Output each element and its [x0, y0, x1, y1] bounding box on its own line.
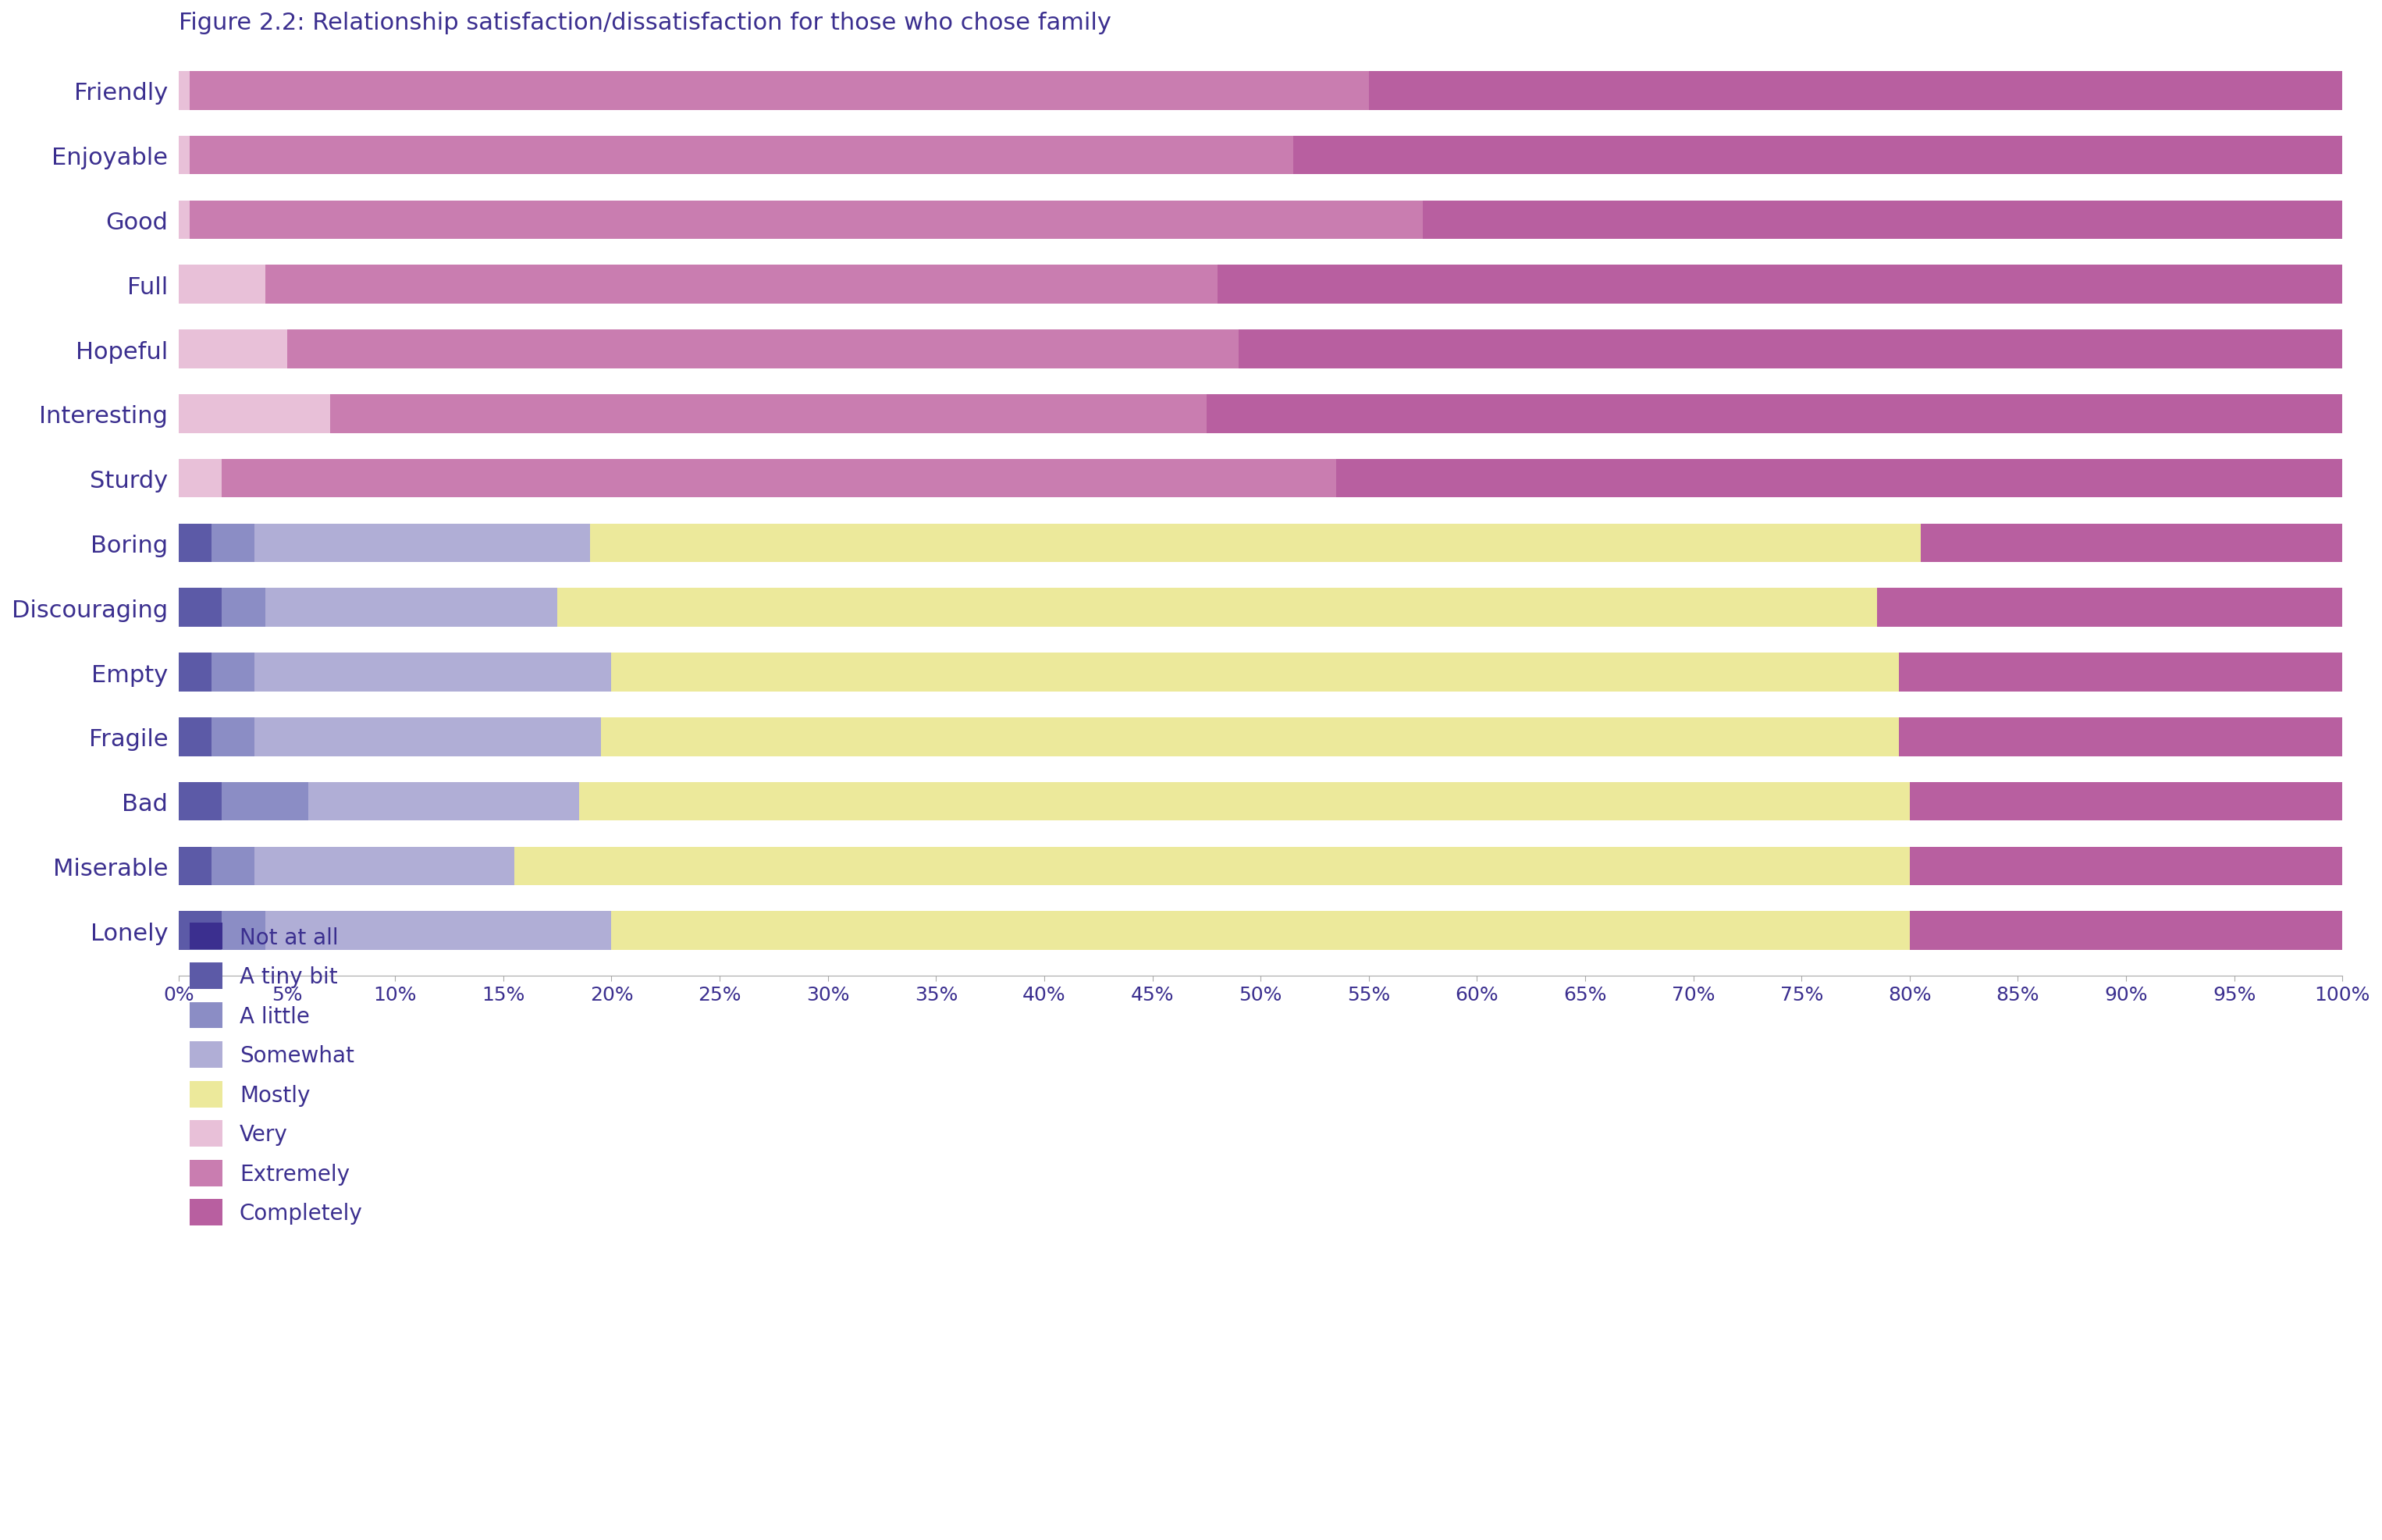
Bar — [331, 394, 1208, 433]
Bar — [179, 847, 212, 885]
Bar — [1910, 912, 2342, 950]
Bar — [1898, 653, 2342, 691]
Bar — [222, 459, 1336, 497]
Bar — [264, 588, 557, 627]
Bar — [179, 459, 222, 497]
Legend: Not at all, A tiny bit, A little, Somewhat, Mostly, Very, Extremely, Completely: Not at all, A tiny bit, A little, Somewh… — [191, 922, 362, 1226]
Bar — [212, 718, 255, 756]
Bar — [1370, 72, 2342, 111]
Bar — [1910, 847, 2342, 885]
Bar — [310, 782, 579, 821]
Bar — [179, 137, 191, 176]
Bar — [255, 718, 600, 756]
Bar — [179, 394, 331, 433]
Bar — [1910, 782, 2342, 821]
Bar — [612, 653, 1898, 691]
Bar — [1422, 200, 2342, 240]
Bar — [191, 200, 1422, 240]
Bar — [179, 200, 191, 240]
Bar — [255, 524, 591, 562]
Bar — [179, 912, 222, 950]
Bar — [222, 912, 264, 950]
Bar — [222, 588, 264, 627]
Bar — [179, 718, 212, 756]
Bar — [179, 524, 212, 562]
Bar — [255, 847, 515, 885]
Bar — [1217, 265, 2342, 305]
Bar — [191, 137, 1293, 176]
Bar — [1877, 588, 2342, 627]
Bar — [179, 72, 191, 111]
Bar — [1336, 459, 2342, 497]
Bar — [612, 912, 1910, 950]
Bar — [212, 653, 255, 691]
Bar — [222, 782, 310, 821]
Bar — [179, 330, 286, 370]
Bar — [179, 653, 212, 691]
Bar — [1208, 394, 2342, 433]
Bar — [600, 718, 1898, 756]
Bar — [286, 330, 1239, 370]
Bar — [579, 782, 1910, 821]
Bar — [264, 912, 612, 950]
Bar — [557, 588, 1877, 627]
Bar — [591, 524, 1920, 562]
Bar — [1898, 718, 2342, 756]
Bar — [264, 265, 1217, 305]
Bar — [212, 847, 255, 885]
Bar — [1920, 524, 2342, 562]
Bar — [255, 653, 612, 691]
Bar — [179, 265, 264, 305]
Bar — [1293, 137, 2342, 176]
Bar — [515, 847, 1910, 885]
Bar — [191, 72, 1370, 111]
Text: Figure 2.2: Relationship satisfaction/dissatisfaction for those who chose family: Figure 2.2: Relationship satisfaction/di… — [179, 12, 1112, 34]
Bar — [1239, 330, 2342, 370]
Bar — [212, 524, 255, 562]
Bar — [179, 588, 222, 627]
Bar — [179, 782, 222, 821]
